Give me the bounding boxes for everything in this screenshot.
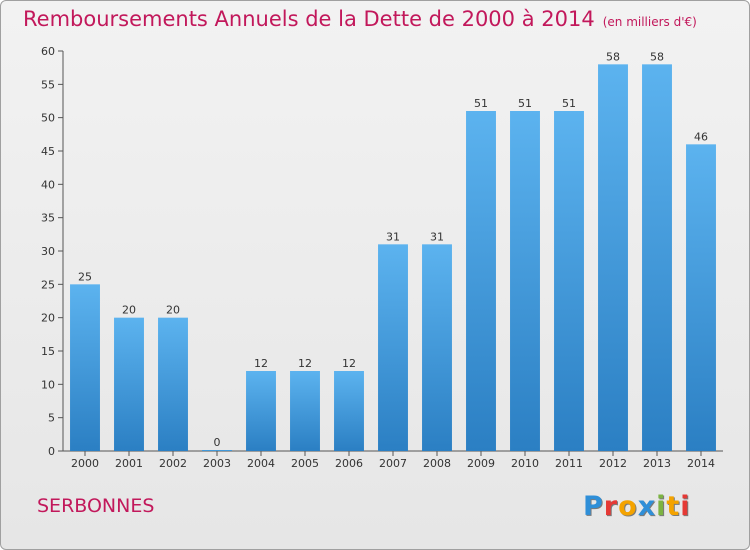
bars: 25 20 20 0 12 12 12 31 31 51 51 51 58 58 46 xyxy=(70,50,716,452)
x-tick-label: 2003 xyxy=(203,457,231,470)
chart-title-text: Remboursements Annuels de la Dette de 20… xyxy=(23,7,595,31)
logo-letter: P xyxy=(583,491,604,522)
chart-unit: (en milliers d'€) xyxy=(602,15,697,29)
bar-value-label: 46 xyxy=(694,130,708,143)
bar xyxy=(554,111,584,451)
bar xyxy=(378,244,408,451)
y-tick-label: 30 xyxy=(41,245,55,258)
y-tick-label: 5 xyxy=(48,412,55,425)
x-tick-label: 2011 xyxy=(555,457,583,470)
bar xyxy=(642,64,672,452)
bar-value-label: 12 xyxy=(298,357,312,370)
bar xyxy=(246,371,276,451)
y-tick-label: 25 xyxy=(41,278,55,291)
bar xyxy=(70,284,100,451)
bar xyxy=(290,371,320,451)
bar-value-label: 20 xyxy=(122,304,136,317)
x-tick-label: 2009 xyxy=(467,457,495,470)
bar-value-label: 58 xyxy=(606,50,620,63)
bar xyxy=(114,317,144,451)
proxiti-logo[interactable]: Proxiti xyxy=(583,491,691,522)
bar-value-label: 20 xyxy=(166,304,180,317)
y-tick-label: 15 xyxy=(41,345,55,358)
y-tick-label: 40 xyxy=(41,178,55,191)
bar-value-label: 51 xyxy=(562,97,576,110)
bar xyxy=(466,111,496,451)
bar-value-label: 31 xyxy=(386,230,400,243)
y-tick-label: 55 xyxy=(41,78,55,91)
x-tick-label: 2004 xyxy=(247,457,275,470)
y-tick-label: 45 xyxy=(41,145,55,158)
y-tick-label: 60 xyxy=(41,45,55,58)
bar-value-label: 31 xyxy=(430,230,444,243)
logo-letter: i xyxy=(680,491,691,522)
x-tick-label: 2001 xyxy=(115,457,143,470)
x-tick-label: 2005 xyxy=(291,457,319,470)
bar xyxy=(334,371,364,451)
x-tick-label: 2006 xyxy=(335,457,363,470)
bar-value-label: 0 xyxy=(214,436,221,449)
bar-value-label: 25 xyxy=(78,270,92,283)
x-tick-label: 2007 xyxy=(379,457,407,470)
bar-value-label: 58 xyxy=(650,50,664,63)
logo-letter: r xyxy=(603,491,619,522)
logo-letter: o xyxy=(618,491,638,522)
chart-title: Remboursements Annuels de la Dette de 20… xyxy=(23,7,697,31)
y-tick-label: 50 xyxy=(41,112,55,125)
y-tick-label: 10 xyxy=(41,378,55,391)
bar-value-label: 51 xyxy=(474,97,488,110)
bar-value-label: 51 xyxy=(518,97,532,110)
logo-letter: x xyxy=(637,491,657,522)
commune-name: SERBONNES xyxy=(37,495,155,517)
bar xyxy=(510,111,540,451)
bar xyxy=(422,244,452,451)
y-tick-label: 20 xyxy=(41,312,55,325)
bar-value-label: 12 xyxy=(342,357,356,370)
bar xyxy=(598,64,628,452)
bar xyxy=(686,144,716,452)
x-tick-label: 2008 xyxy=(423,457,451,470)
y-tick-label: 0 xyxy=(48,445,55,458)
logo-letter: i xyxy=(656,491,667,522)
bar xyxy=(202,450,232,451)
x-tick-label: 2014 xyxy=(687,457,715,470)
x-tick-label: 2013 xyxy=(643,457,671,470)
x-tick-label: 2012 xyxy=(599,457,627,470)
bar xyxy=(158,317,188,451)
logo-letter: t xyxy=(666,491,681,522)
x-tick-label: 2002 xyxy=(159,457,187,470)
x-tick-label: 2000 xyxy=(71,457,99,470)
x-tick-label: 2010 xyxy=(511,457,539,470)
bar-value-label: 12 xyxy=(254,357,268,370)
y-tick-label: 35 xyxy=(41,212,55,225)
